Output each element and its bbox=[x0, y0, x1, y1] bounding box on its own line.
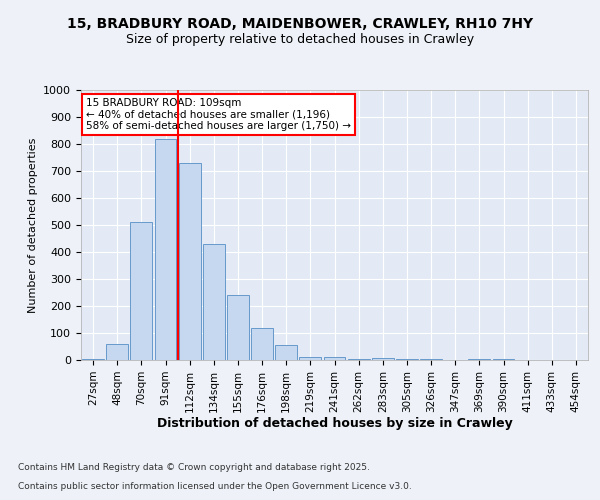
Bar bbox=[203, 244, 224, 360]
Bar bbox=[372, 358, 394, 360]
Bar bbox=[275, 345, 297, 360]
Text: Contains public sector information licensed under the Open Government Licence v3: Contains public sector information licen… bbox=[18, 482, 412, 491]
Text: 15, BRADBURY ROAD, MAIDENBOWER, CRAWLEY, RH10 7HY: 15, BRADBURY ROAD, MAIDENBOWER, CRAWLEY,… bbox=[67, 18, 533, 32]
Bar bbox=[179, 163, 200, 360]
Bar bbox=[155, 138, 176, 360]
Y-axis label: Number of detached properties: Number of detached properties bbox=[28, 138, 38, 312]
Bar bbox=[396, 358, 418, 360]
Bar bbox=[348, 358, 370, 360]
Bar bbox=[227, 295, 249, 360]
Text: Contains HM Land Registry data © Crown copyright and database right 2025.: Contains HM Land Registry data © Crown c… bbox=[18, 464, 370, 472]
Bar bbox=[130, 222, 152, 360]
X-axis label: Distribution of detached houses by size in Crawley: Distribution of detached houses by size … bbox=[157, 418, 512, 430]
Text: 15 BRADBURY ROAD: 109sqm
← 40% of detached houses are smaller (1,196)
58% of sem: 15 BRADBURY ROAD: 109sqm ← 40% of detach… bbox=[86, 98, 351, 132]
Bar bbox=[106, 344, 128, 360]
Bar bbox=[299, 357, 321, 360]
Bar bbox=[420, 359, 442, 360]
Text: Size of property relative to detached houses in Crawley: Size of property relative to detached ho… bbox=[126, 32, 474, 46]
Bar bbox=[323, 358, 346, 360]
Bar bbox=[469, 358, 490, 360]
Bar bbox=[82, 358, 104, 360]
Bar bbox=[251, 328, 273, 360]
